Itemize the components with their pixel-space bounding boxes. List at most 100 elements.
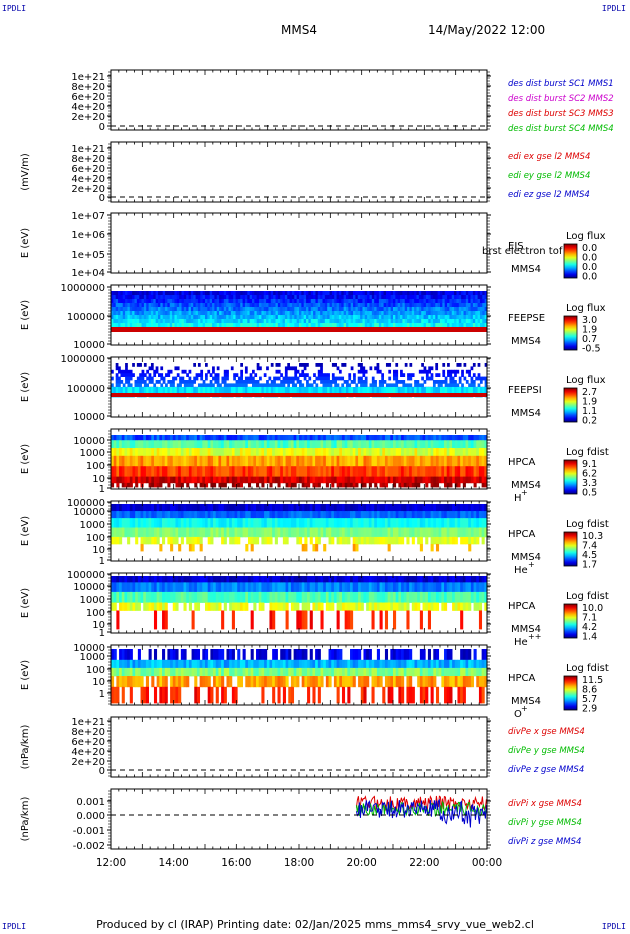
spectrogram-cell bbox=[310, 299, 314, 304]
spectrogram-cell bbox=[338, 323, 342, 328]
spectrogram-cell bbox=[158, 387, 161, 396]
spectrogram-cell bbox=[472, 291, 476, 296]
spectrogram-cell bbox=[306, 315, 309, 320]
spectrogram-cell bbox=[122, 315, 126, 320]
spectrogram-cell bbox=[153, 323, 157, 328]
spectrogram-cell bbox=[409, 376, 413, 381]
spectrogram-cell bbox=[240, 315, 243, 320]
spectrogram-cell bbox=[272, 448, 276, 457]
spectrogram-cell bbox=[113, 387, 117, 396]
spectrogram-cell bbox=[344, 482, 348, 488]
spectrogram-cell bbox=[252, 323, 255, 328]
spectrogram-cell bbox=[253, 511, 257, 519]
spectrogram-cell bbox=[379, 440, 383, 449]
spectrogram-cell bbox=[235, 323, 239, 328]
spectrogram-cell bbox=[291, 311, 295, 316]
spectrogram-cell bbox=[382, 466, 386, 477]
spectrogram-cell bbox=[323, 440, 327, 449]
spectrogram-cell bbox=[289, 311, 293, 316]
spectrogram-cell bbox=[411, 482, 415, 488]
spectrogram-cell bbox=[348, 295, 352, 300]
spectrogram-cell bbox=[284, 366, 288, 371]
spectrogram-cell bbox=[136, 315, 140, 320]
spectrogram-cell bbox=[364, 383, 368, 388]
spectrogram-cell bbox=[191, 466, 195, 477]
spectrogram-cell bbox=[261, 323, 265, 328]
spectrogram-cell bbox=[205, 435, 209, 441]
spectrogram-cell bbox=[475, 291, 478, 296]
spectrogram-cell bbox=[435, 435, 440, 441]
spectrogram-cell bbox=[435, 291, 439, 296]
spectrogram-cell bbox=[205, 303, 208, 308]
spectrogram-cell bbox=[118, 319, 121, 324]
spectrogram-cell bbox=[395, 448, 399, 457]
spectrogram-cell bbox=[336, 435, 340, 441]
spectrogram-cell bbox=[350, 311, 354, 316]
spectrogram-cell bbox=[303, 376, 307, 381]
spectrogram-cell bbox=[235, 319, 239, 324]
spectrogram-cell bbox=[350, 504, 354, 512]
spectrogram-cell bbox=[393, 315, 396, 320]
spectrogram-cell bbox=[381, 319, 384, 324]
spectrogram-cell bbox=[254, 319, 258, 324]
spectrogram-cell bbox=[449, 323, 453, 328]
spectrogram-cell bbox=[473, 476, 477, 484]
spectrogram-cell bbox=[242, 476, 246, 484]
spectrogram-cell bbox=[191, 518, 195, 528]
spectrogram-cell bbox=[465, 315, 469, 320]
spectrogram-cell bbox=[124, 527, 128, 538]
spectrogram-cell bbox=[357, 315, 361, 320]
spectrogram-cell bbox=[195, 307, 199, 312]
spectrogram-cell bbox=[419, 435, 423, 441]
spectrogram-cell bbox=[143, 307, 147, 312]
spectrogram-cell bbox=[176, 295, 180, 300]
spectrogram-cell bbox=[338, 311, 342, 316]
spectrogram-cell bbox=[136, 295, 140, 300]
spectrogram-cell bbox=[244, 315, 248, 320]
spectrogram-cell bbox=[449, 435, 453, 441]
spectrogram-cell bbox=[146, 369, 149, 374]
spectrogram-cell bbox=[481, 466, 485, 477]
spectrogram-cell bbox=[162, 319, 166, 324]
spectrogram-cell bbox=[284, 291, 288, 296]
spectrogram-cell bbox=[162, 380, 166, 384]
spectrogram-cell bbox=[253, 504, 257, 512]
spectrogram-cell bbox=[452, 448, 456, 457]
spectrogram-cell bbox=[322, 376, 326, 381]
spectrogram-cell bbox=[315, 536, 319, 545]
spectrogram-cell bbox=[226, 435, 230, 441]
spectrogram-cell bbox=[425, 319, 429, 324]
spectrogram-cell bbox=[383, 380, 387, 384]
spectrogram-cell bbox=[441, 435, 445, 441]
spectrogram-cell bbox=[336, 311, 340, 316]
spectrogram-cell bbox=[404, 315, 408, 320]
spectrogram-cell bbox=[223, 307, 227, 312]
spectrogram-cell bbox=[414, 455, 418, 467]
spectrogram-cell bbox=[282, 504, 286, 512]
spectrogram-cell bbox=[118, 380, 121, 384]
spectrogram-cell bbox=[207, 518, 211, 528]
spectrogram-cell bbox=[358, 455, 362, 467]
spectrogram-cell bbox=[484, 319, 488, 324]
spectrogram-cell bbox=[463, 299, 467, 304]
spectrogram-cell bbox=[378, 307, 382, 312]
spectrogram-cell bbox=[207, 295, 211, 300]
spectrogram-cell bbox=[191, 511, 195, 519]
spectrogram-cell bbox=[308, 295, 312, 300]
spectrogram-cell bbox=[273, 303, 276, 308]
spectrogram-cell bbox=[247, 466, 252, 477]
spectrogram-cell bbox=[252, 315, 255, 320]
spectrogram-cell bbox=[270, 303, 274, 308]
spectrogram-cell bbox=[164, 440, 168, 449]
spectrogram-cell bbox=[219, 311, 222, 316]
spectrogram-cell bbox=[438, 435, 442, 441]
spectrogram-cell bbox=[430, 295, 434, 300]
spectrogram-cell bbox=[390, 448, 394, 457]
spectrogram-cell bbox=[156, 511, 160, 519]
colorbar-tick-label: 6.2 bbox=[582, 469, 597, 480]
spectrogram-cell bbox=[146, 323, 149, 328]
spectrogram-cell bbox=[341, 376, 345, 381]
spectrogram-cell bbox=[417, 455, 421, 467]
spectrogram-cell bbox=[327, 387, 330, 396]
spectrogram-cell bbox=[454, 303, 457, 308]
